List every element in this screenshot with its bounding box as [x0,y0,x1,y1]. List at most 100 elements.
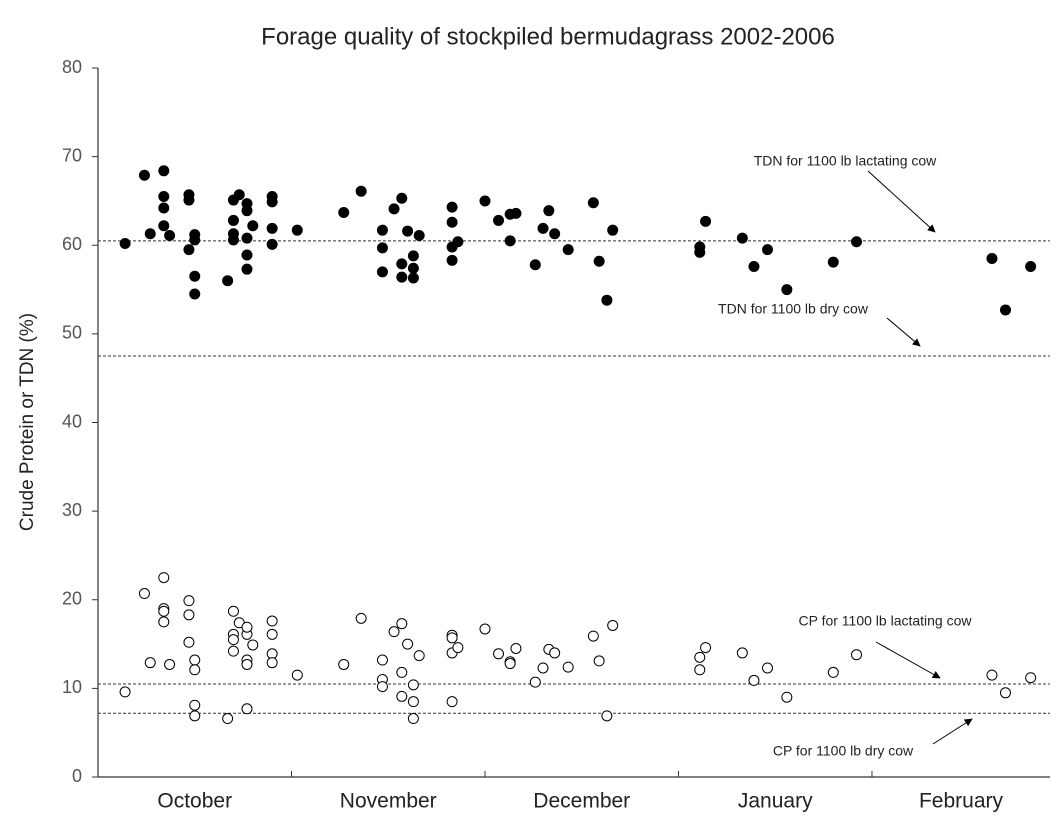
point [233,189,245,201]
point [407,272,419,284]
annotation: TDN for 1100 lb dry cow [718,301,869,317]
point [164,658,176,670]
point [510,642,522,654]
point [694,651,706,663]
x-category-label: January [738,790,813,813]
point [227,605,239,617]
point [222,275,234,287]
point [402,638,414,650]
point [247,639,259,651]
x-category-label: December [533,790,630,813]
point [241,621,253,633]
y-tick-label: 10 [62,677,82,697]
point [748,261,760,273]
point [452,642,464,654]
point [446,696,458,708]
point [227,234,239,246]
point [537,222,549,234]
point [138,169,150,181]
point [227,214,239,226]
point [144,228,156,240]
point [529,676,541,688]
point [1025,672,1037,684]
point [158,191,170,203]
point [227,634,239,646]
point [700,642,712,654]
point [446,632,458,644]
point [999,687,1011,699]
point [407,713,419,725]
annotation: CP for 1100 lb dry cow [773,743,914,759]
y-tick-label: 80 [62,57,82,77]
point [222,713,234,725]
point [694,664,706,676]
y-tick-label: 40 [62,411,82,431]
point [510,207,522,219]
point [549,228,561,240]
point [138,588,150,600]
annotation: TDN for 1100 lb lactating cow [754,153,937,169]
y-tick-label: 20 [62,589,82,609]
point [189,654,201,666]
point [241,263,253,275]
point [827,256,839,268]
point [291,669,303,681]
point [694,246,706,258]
point [189,664,201,676]
point [396,666,408,678]
point [158,572,170,584]
point [587,197,599,209]
point [761,244,773,256]
point [827,666,839,678]
point [446,216,458,228]
annotation-arrow [886,317,921,347]
y-tick-label: 70 [62,145,82,165]
point [376,266,388,278]
point [781,691,793,703]
point [388,203,400,215]
point [158,202,170,214]
point [119,237,131,249]
point [549,647,561,659]
point [376,242,388,254]
point [376,224,388,236]
point [504,658,516,670]
point [158,220,170,232]
y-tick-label: 0 [72,766,82,786]
point [164,230,176,242]
point [543,205,555,217]
point [413,650,425,662]
point [158,165,170,177]
point [266,657,278,669]
point [407,679,419,691]
point [355,185,367,197]
point [396,618,408,630]
point [593,655,605,667]
point [158,605,170,617]
point [1025,261,1037,273]
annotation: CP for 1100 lb lactating cow [798,613,972,629]
x-category-label: November [340,790,437,813]
point [562,244,574,256]
point [144,657,156,669]
point [396,271,408,283]
point [266,222,278,234]
point [189,710,201,722]
point [266,196,278,208]
point [781,284,793,296]
y-tick-label: 50 [62,323,82,343]
point [562,661,574,673]
point [986,253,998,265]
point [396,192,408,204]
point [504,235,516,247]
point [761,662,773,674]
point [587,630,599,642]
point [851,236,863,248]
point [446,254,458,266]
point [537,662,549,674]
point [402,225,414,237]
point [119,686,131,698]
point [183,194,195,206]
point [529,259,541,271]
point [999,304,1011,316]
